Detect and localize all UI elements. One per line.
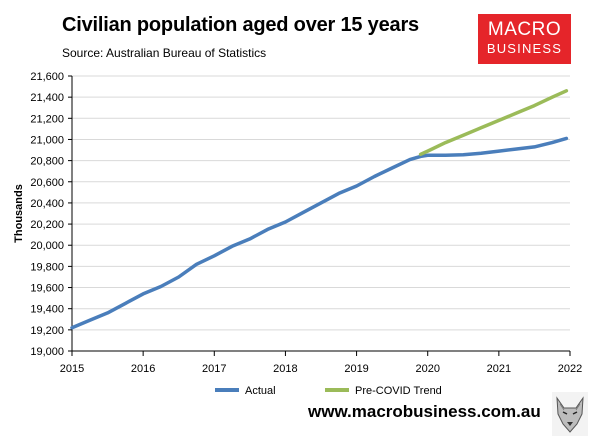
macrobusiness-logo: MACRO BUSINESS [478, 14, 571, 64]
y-tick-label: 20,200 [30, 219, 64, 231]
chart-subtitle: Source: Australian Bureau of Statistics [62, 46, 267, 60]
fox-mascot-icon [552, 392, 588, 436]
y-tick-label: 21,600 [30, 71, 64, 83]
logo-line-1: MACRO [487, 19, 562, 40]
x-tick-label: 2017 [202, 363, 226, 375]
y-tick-label: 19,400 [30, 304, 64, 316]
x-tick-label: 2020 [415, 363, 439, 375]
y-tick-label: 21,400 [30, 92, 64, 104]
y-axis-label: Thousands [13, 184, 25, 243]
series-line-pre-covid-trend [418, 89, 569, 157]
series-lines [70, 89, 569, 330]
website-url: www.macrobusiness.com.au [308, 402, 541, 421]
logo-line-2: BUSINESS [486, 41, 563, 56]
grid-lines [72, 75, 570, 331]
chart-title: Civilian population aged over 15 years [62, 14, 419, 36]
x-axis-ticks: 2015 2016 2017 2018 2019 2020 2021 2022 [60, 351, 582, 375]
y-tick-label: 19,800 [30, 261, 64, 273]
x-tick-label: 2022 [558, 363, 582, 375]
x-tick-label: 2018 [273, 363, 297, 375]
y-tick-label: 19,000 [30, 346, 64, 358]
y-tick-label: 21,000 [30, 134, 64, 146]
x-tick-label: 2019 [344, 363, 368, 375]
y-tick-label: 21,200 [30, 113, 64, 125]
y-tick-label: 19,600 [30, 283, 64, 295]
y-axis-ticks: 19,000 19,200 19,400 19,600 19,800 20,000 20,2… [30, 71, 72, 358]
y-tick-label: 19,200 [30, 325, 64, 337]
x-tick-label: 2016 [131, 363, 155, 375]
series-line-actual [70, 136, 569, 330]
y-tick-label: 20,800 [30, 156, 64, 168]
y-tick-label: 20,600 [30, 177, 64, 189]
y-tick-label: 20,000 [30, 240, 64, 252]
legend-label-pre-covid-trend: Pre-COVID Trend [355, 385, 442, 397]
y-tick-label: 20,400 [30, 198, 64, 210]
x-tick-label: 2021 [487, 363, 511, 375]
legend: Actual Pre-COVID Trend [215, 385, 442, 397]
legend-label-actual: Actual [245, 385, 276, 397]
x-tick-label: 2015 [60, 363, 84, 375]
